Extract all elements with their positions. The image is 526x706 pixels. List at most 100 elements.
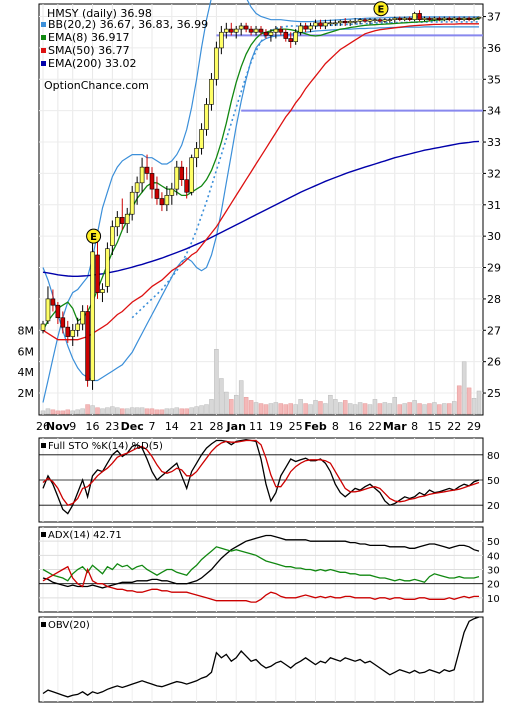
candle-body-38 bbox=[228, 28, 234, 33]
candle-body-64 bbox=[357, 19, 363, 22]
candle-body-65 bbox=[362, 19, 368, 22]
price-tick-label-27: 27 bbox=[487, 324, 501, 337]
volume-bar-44 bbox=[258, 403, 264, 415]
legend-swatch-ema8 bbox=[41, 35, 46, 40]
volume-bar-26 bbox=[169, 408, 175, 415]
candle-body-73 bbox=[402, 17, 407, 20]
adx-yticks-label-50: 50 bbox=[487, 537, 500, 548]
volume-bar-73 bbox=[402, 403, 407, 415]
candle-body-55 bbox=[313, 22, 318, 27]
candle-body-61 bbox=[342, 20, 348, 24]
volume-bar-14 bbox=[110, 406, 115, 415]
volume-bar-1 bbox=[45, 408, 51, 415]
candle-body-46 bbox=[268, 31, 274, 36]
volume-bar-78 bbox=[427, 403, 432, 415]
date-label-5: Dec bbox=[121, 420, 144, 433]
candle-body-26 bbox=[169, 188, 175, 196]
candle-body-76 bbox=[417, 13, 422, 20]
volume-bar-20 bbox=[139, 407, 145, 415]
volume-bar-74 bbox=[407, 402, 412, 415]
price-tick-label-25: 25 bbox=[487, 387, 501, 400]
legend-swatch-obv bbox=[41, 622, 46, 627]
candle-body-70 bbox=[387, 19, 393, 21]
candle-body-44 bbox=[258, 28, 264, 33]
date-label-14: Feb bbox=[304, 420, 327, 433]
candle-body-59 bbox=[333, 22, 338, 25]
volume-bar-0 bbox=[40, 410, 46, 415]
volume-tick-label-2: 4M bbox=[18, 366, 35, 379]
candle-body-51 bbox=[293, 31, 298, 42]
volume-bar-13 bbox=[105, 407, 110, 415]
volume-bar-18 bbox=[129, 407, 135, 415]
price-tick-label-32: 32 bbox=[487, 167, 501, 180]
volume-bar-84 bbox=[456, 385, 462, 415]
bb-upper-line bbox=[42, 0, 479, 403]
legend-swatch-adx bbox=[41, 532, 46, 537]
candle-body-81 bbox=[442, 17, 447, 20]
adx-lines-di bbox=[42, 546, 480, 584]
volume-bar-12 bbox=[100, 408, 105, 415]
candle-body-5 bbox=[65, 326, 71, 337]
candle-body-84 bbox=[456, 17, 462, 20]
candle-body-69 bbox=[382, 19, 388, 22]
legend-ema200: EMA(200) 33.02 bbox=[48, 57, 137, 70]
watermark: OptionChance.com bbox=[44, 79, 149, 92]
volume-bar-6 bbox=[70, 410, 75, 415]
candle-body-74 bbox=[407, 17, 412, 20]
volume-bar-67 bbox=[372, 399, 378, 415]
volume-bar-68 bbox=[377, 403, 383, 415]
volume-bar-85 bbox=[461, 361, 467, 415]
price-panel-frame bbox=[38, 3, 484, 416]
volume-bar-56 bbox=[318, 401, 323, 415]
candle-body-25 bbox=[164, 195, 170, 206]
stochastic-lines bbox=[42, 439, 480, 515]
sma50-line bbox=[42, 23, 479, 341]
adx-y-axis: 10 20 30 40 50 bbox=[487, 537, 500, 605]
volume-bar-39 bbox=[233, 394, 239, 415]
date-label-13: 25 bbox=[289, 420, 303, 433]
volume-bar-31 bbox=[194, 406, 199, 415]
volume-bar-21 bbox=[144, 408, 150, 415]
date-label-0: 26 bbox=[36, 420, 50, 433]
volume-bar-82 bbox=[447, 403, 452, 415]
price-legend: HMSY (daily) 36.98 BB(20,2) 36.67, 36.83… bbox=[41, 7, 208, 92]
price-tick-label-33: 33 bbox=[487, 136, 501, 149]
date-label-4: 23 bbox=[105, 420, 119, 433]
candle-body-32 bbox=[199, 129, 204, 149]
volume-bar-34 bbox=[209, 399, 214, 415]
candle-body-22 bbox=[149, 173, 155, 190]
obv-grid bbox=[42, 617, 475, 702]
candle-body-71 bbox=[392, 17, 398, 20]
volume-bar-36 bbox=[219, 378, 224, 415]
volume-bar-11 bbox=[95, 407, 100, 415]
candle-body-34 bbox=[209, 78, 214, 105]
volume-bar-63 bbox=[352, 404, 358, 415]
volume-bar-70 bbox=[387, 403, 393, 415]
candle-body-16 bbox=[119, 217, 125, 224]
volume-bar-16 bbox=[120, 408, 125, 415]
candle-body-43 bbox=[253, 28, 259, 33]
volume-bar-80 bbox=[437, 404, 442, 415]
volume-bar-45 bbox=[263, 404, 269, 415]
volume-bar-40 bbox=[238, 380, 244, 415]
candle-body-66 bbox=[367, 19, 373, 22]
adx-yticks-label-20: 20 bbox=[487, 580, 500, 591]
candle-body-45 bbox=[263, 31, 269, 36]
candle-body-62 bbox=[347, 20, 353, 24]
candle-body-30 bbox=[189, 157, 194, 193]
obv-panel-frame bbox=[38, 616, 484, 703]
volume-bar-69 bbox=[382, 402, 388, 415]
candle-body-78 bbox=[427, 17, 432, 20]
price-tick-label-28: 28 bbox=[487, 293, 501, 306]
candle-body-82 bbox=[446, 17, 452, 20]
candle-body-41 bbox=[243, 25, 249, 30]
adx-title: ADX(14) 42.71 bbox=[48, 530, 122, 541]
candle-body-12 bbox=[100, 289, 105, 293]
volume-bar-41 bbox=[243, 397, 249, 415]
volume-bar-65 bbox=[362, 403, 368, 415]
sto-lines-k bbox=[42, 439, 480, 515]
candle-body-33 bbox=[204, 104, 209, 130]
volume-bar-28 bbox=[179, 408, 184, 415]
candle-body-47 bbox=[273, 28, 279, 33]
earnings-markers: EE bbox=[86, 1, 389, 244]
